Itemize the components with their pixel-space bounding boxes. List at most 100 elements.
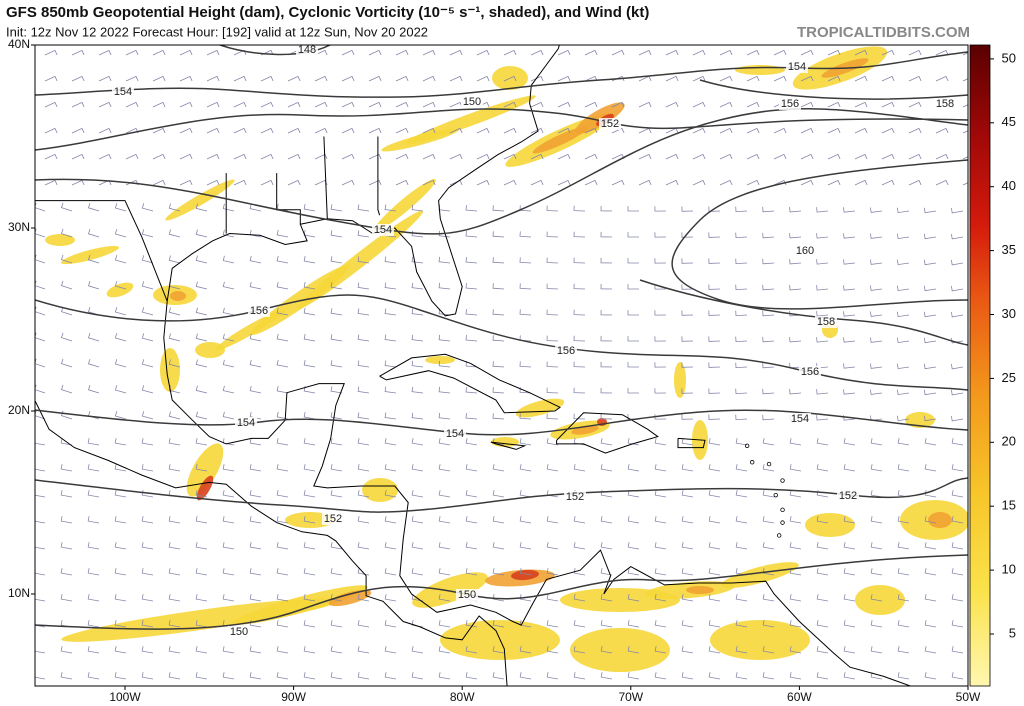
wind-barb (195, 464, 208, 472)
wind-barb (762, 336, 775, 343)
wind-barb (719, 49, 733, 56)
wind-barb (665, 153, 679, 160)
wind-barb (60, 568, 73, 576)
wind-barb (438, 568, 451, 576)
wind-barb (168, 646, 181, 654)
wind-barb (627, 310, 639, 316)
wind-barb (503, 49, 517, 56)
vorticity-shade (686, 586, 714, 594)
wind-barb (60, 516, 73, 524)
wind-barb (816, 594, 829, 602)
contour-label: 154 (237, 417, 255, 429)
wind-barb (141, 646, 154, 654)
wind-barb (908, 153, 922, 160)
wind-barb (951, 490, 964, 498)
contour-label: 154 (446, 428, 464, 440)
wind-barb (60, 306, 73, 316)
wind-barb (600, 231, 613, 238)
wind-barb (735, 594, 748, 602)
wind-barb (465, 490, 478, 498)
wind-barb (141, 464, 154, 472)
wind-barb (789, 258, 802, 265)
wind-barb (600, 568, 613, 576)
wind-barb (816, 516, 829, 524)
wind-barb (60, 464, 73, 472)
wind-barb (654, 542, 667, 550)
wind-barb (573, 464, 586, 472)
wind-barb (314, 49, 328, 56)
wind-barb (951, 207, 964, 214)
wind-barb (816, 542, 829, 550)
wind-barb (384, 516, 397, 524)
wind-barb (35, 410, 46, 420)
wind-barb (195, 359, 208, 368)
wind-barb (627, 516, 640, 524)
wind-barb (114, 646, 127, 654)
vorticity-shade (674, 362, 686, 398)
wind-barb (870, 285, 883, 291)
wind-barb (465, 257, 478, 264)
wind-barb (530, 127, 544, 134)
wind-barb (897, 568, 910, 576)
wind-barb (422, 75, 436, 82)
wind-barb (492, 568, 505, 576)
wind-barb (222, 411, 235, 420)
wind-barb (951, 259, 964, 266)
wind-barb (681, 232, 694, 238)
wind-barb (314, 75, 328, 82)
wind-barb (249, 281, 262, 290)
wind-barb (465, 205, 478, 212)
wind-barb (60, 646, 73, 654)
wind-barb (923, 389, 937, 396)
wind-barb (923, 207, 937, 214)
wind-barb (746, 101, 760, 108)
wind-barb (962, 78, 968, 82)
wind-barb (870, 568, 883, 576)
wind-barb (789, 516, 802, 524)
wind-barb (465, 335, 478, 342)
wind-barb (735, 310, 748, 317)
wind-barb (654, 438, 667, 446)
wind-barb (341, 49, 355, 56)
vorticity-shade (735, 65, 785, 75)
wind-barb (627, 438, 640, 446)
wind-barb (924, 568, 937, 576)
wind-barb (222, 229, 235, 238)
wind-barb (114, 594, 127, 602)
wind-barb (530, 49, 544, 56)
wind-barb (708, 258, 721, 264)
wind-barb (276, 255, 289, 264)
wind-barb (384, 360, 397, 368)
vorticity-shade (328, 589, 372, 607)
contour-label: 154 (114, 86, 132, 98)
wind-barb (951, 233, 964, 240)
wind-barb (411, 308, 424, 316)
vorticity-shade (425, 356, 455, 364)
wind-barb (98, 127, 112, 134)
wind-barb (843, 464, 856, 472)
wind-barb (897, 672, 910, 680)
wind-barb (546, 646, 559, 654)
wind-barb (546, 672, 559, 680)
wind-barb (962, 130, 968, 134)
wind-barb (449, 49, 463, 56)
wind-barb (87, 568, 100, 576)
wind-barb (206, 153, 220, 160)
vorticity-shade (570, 628, 670, 672)
wind-barb (35, 228, 46, 238)
wind-barb (276, 385, 289, 394)
contour-label: 154 (788, 61, 806, 73)
map-layer: 148 154 150 152 154 156 158 154 160 156 158 156 156 1… (35, 45, 968, 686)
wind-barb (789, 336, 802, 343)
wind-barb (341, 75, 355, 82)
wind-barb (827, 153, 841, 160)
wind-barb (87, 542, 100, 550)
wind-barb (665, 49, 679, 56)
wind-barb (249, 359, 262, 368)
wind-barb (395, 101, 409, 108)
vorticity-shade (196, 475, 214, 501)
wind-barb (303, 360, 316, 368)
wind-barb (179, 153, 193, 160)
wind-barb (35, 542, 46, 550)
wind-barb (71, 179, 85, 186)
